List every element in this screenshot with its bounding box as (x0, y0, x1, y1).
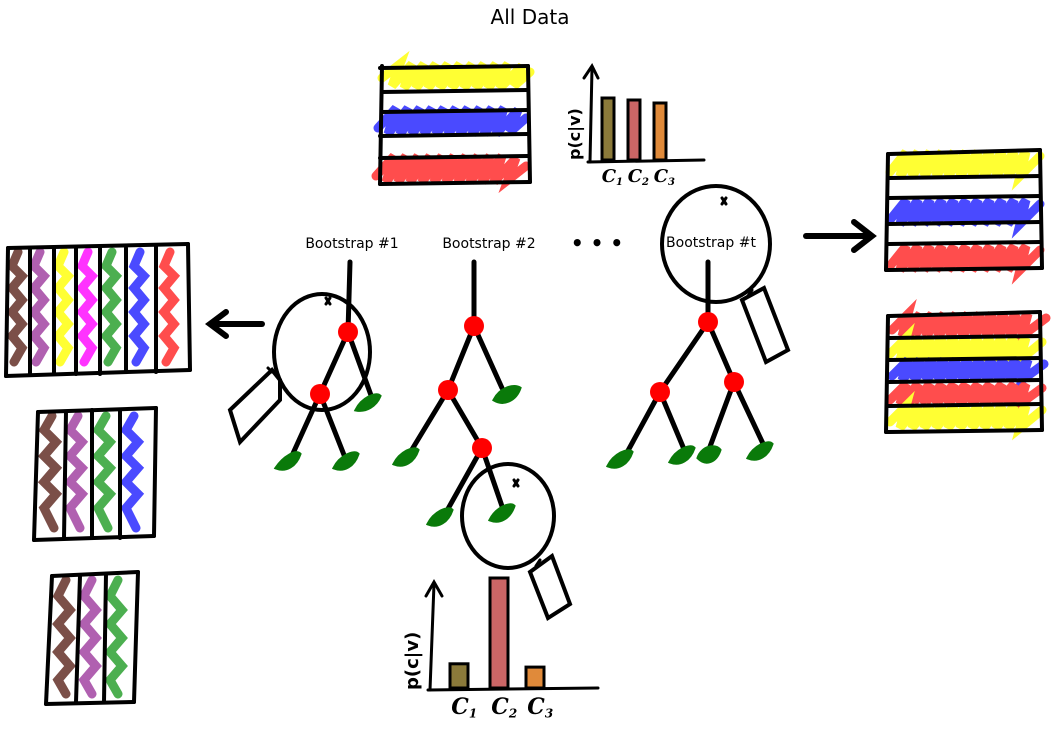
bottom-chart-x-axis (426, 686, 600, 692)
all-data-table (371, 50, 535, 194)
split-node (438, 380, 458, 400)
split-node (724, 372, 744, 392)
leaf-icon (391, 385, 522, 527)
chart_bottom-tick-c2: C2 (491, 694, 517, 721)
bootstrap-2-label: Bootstrap #2 (442, 236, 535, 252)
chart_bottom-tick-c3: C3 (527, 694, 553, 721)
bottom-chart-y-axis (428, 582, 436, 692)
split-node (464, 316, 484, 336)
chart_bottom-bar-c3 (524, 665, 546, 690)
feature-table-1 (4, 242, 192, 378)
chart_bottom-bar-c1 (448, 662, 470, 690)
top-probability-chart: p(c|v) C1 C2 C3 (565, 63, 706, 188)
chart_top-tick-c2: C2 (628, 166, 649, 188)
chart_top-bar-c1 (600, 96, 616, 162)
top-chart-x-axis (586, 158, 706, 164)
feature-table-3 (44, 570, 140, 706)
feature-table-2 (32, 406, 158, 542)
split-node (698, 312, 718, 332)
tree-t (605, 184, 791, 469)
bottom-chart-y-label: p(c|v) (402, 632, 423, 690)
right-table-1 (884, 148, 1045, 285)
diagram-title: All Data (491, 5, 570, 29)
row-band-red (371, 152, 531, 194)
chart_bottom-bar-c2 (488, 576, 510, 690)
chart_top-tick-c1: C1 (602, 166, 623, 188)
magnifier-icon (227, 292, 372, 446)
split-node (650, 382, 670, 402)
ellipsis: • • • (571, 231, 623, 255)
bootstrap-1-label: Bootstrap #1 (305, 236, 398, 252)
magnifier-icon (460, 462, 573, 621)
right-table-2 (884, 298, 1051, 441)
leaf-icon (605, 441, 774, 469)
top-chart-y-label: p(c|v) (565, 108, 585, 160)
arrow-left-icon (205, 309, 265, 339)
chart_top-bar-c2 (626, 98, 642, 162)
top-chart-y-axis (588, 66, 594, 164)
bottom-probability-chart: p(c|v) C1 C2 C3 (402, 576, 600, 721)
bootstrap-t-label: Bootstrap #t (666, 235, 756, 251)
split-node (310, 384, 330, 404)
chart_top-bar-c3 (652, 101, 668, 162)
tree-1 (227, 259, 382, 471)
chart_top-tick-c3: C3 (654, 166, 675, 188)
split-node (338, 322, 358, 342)
arrow-right-icon (803, 219, 877, 253)
tree-2 (391, 259, 573, 621)
split-node (472, 438, 492, 458)
leaf-icon (273, 393, 382, 471)
magnifier-icon (660, 184, 791, 365)
chart_bottom-tick-c1: C1 (451, 694, 477, 721)
